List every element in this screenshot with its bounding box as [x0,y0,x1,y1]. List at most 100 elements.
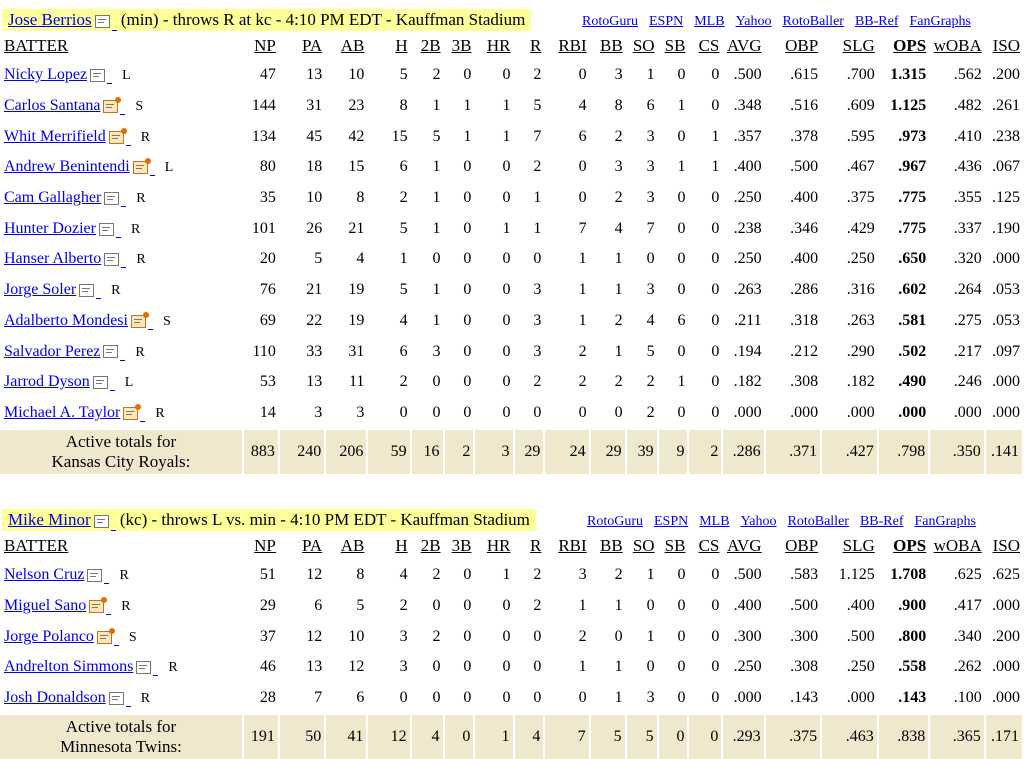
link-mlb[interactable]: MLB [699,514,730,529]
pitcher-name-link[interactable]: Jose Berrios [8,10,92,29]
news-notes-icon[interactable] [103,96,122,113]
column-header-2b[interactable]: 2B [420,36,441,55]
column-header-rbi[interactable]: RBI [558,36,587,55]
batter-name-link[interactable]: Hunter Dozier [4,219,96,237]
column-header-pa[interactable]: PA [302,36,323,55]
column-header-bb[interactable]: BB [599,536,623,555]
batter-name-link[interactable]: Adalberto Mondesi [4,311,128,329]
column-header-r[interactable]: R [530,36,542,55]
column-header-iso[interactable]: ISO [992,536,1020,555]
link-fangraphs[interactable]: FanGraphs [914,514,976,529]
column-header-bb[interactable]: BB [599,36,623,55]
column-header-np[interactable]: NP [254,536,276,555]
notes-icon[interactable] [94,14,110,28]
column-header-obp[interactable]: OBP [785,36,819,55]
column-header-so[interactable]: SO [632,36,655,55]
column-header-r[interactable]: R [530,536,542,555]
link-yahoo[interactable]: Yahoo [735,14,772,29]
batter-name-link[interactable]: Salvador Perez [4,342,101,360]
batter-name-link[interactable]: Hanser Alberto [4,250,102,268]
column-header-batter[interactable]: BATTER [4,536,69,555]
batter-name-link[interactable]: Andrew Benintendi [4,158,130,176]
notes-icon[interactable] [136,661,152,675]
batter-name-link[interactable]: Michael A. Taylor [4,403,121,421]
column-header-3b[interactable]: 3B [451,36,472,55]
column-header-h[interactable]: H [395,36,408,55]
batter-name-link[interactable]: Jorge Soler [4,281,77,299]
stat-r: 0 [533,627,542,645]
column-header-woba[interactable]: wOBA [933,536,982,555]
notes-icon[interactable] [92,376,108,390]
column-header-3b[interactable]: 3B [451,536,472,555]
column-header-cs[interactable]: CS [698,536,720,555]
link-rotoballer[interactable]: RotoBaller [787,514,849,529]
column-header-sb[interactable]: SB [664,36,686,55]
stat-pa: 21 [306,281,323,299]
pitcher-name-link[interactable]: Mike Minor [8,510,91,529]
stat-woba: .100 [953,689,982,707]
batter-name-link[interactable]: Whit Merrifield [4,127,106,145]
stat-h: 8 [399,97,408,115]
batter-name-link[interactable]: Cam Gallagher [4,189,102,207]
column-header-batter[interactable]: BATTER [4,36,69,55]
column-header-ops[interactable]: OPS [893,536,927,555]
batter-name-link[interactable]: Josh Donaldson [4,689,106,707]
link-fangraphs[interactable]: FanGraphs [909,14,971,29]
column-header-obp[interactable]: OBP [785,536,819,555]
batter-name-link[interactable]: Andrelton Simmons [4,658,134,676]
column-header-avg[interactable]: AVG [726,536,762,555]
column-header-slg[interactable]: SLG [842,536,875,555]
column-header-iso[interactable]: ISO [992,36,1020,55]
link-rotoguru[interactable]: RotoGuru [582,14,638,29]
batter-name-link[interactable]: Jorge Polanco [4,627,94,645]
column-header-ops[interactable]: OPS [893,36,927,55]
notes-icon[interactable] [79,283,95,297]
column-header-woba[interactable]: wOBA [933,36,982,55]
notes-icon[interactable] [87,569,103,583]
column-header-ab[interactable]: AB [340,36,365,55]
link-bbref[interactable]: BB-Ref [854,14,899,29]
notes-icon[interactable] [98,222,114,236]
column-header-slg[interactable]: SLG [842,36,875,55]
link-rotoguru[interactable]: RotoGuru [587,514,643,529]
news-notes-icon[interactable] [89,596,108,613]
column-header-hr[interactable]: HR [486,36,511,55]
news-notes-icon[interactable] [132,158,151,175]
link-espn[interactable]: ESPN [654,514,689,529]
news-notes-icon[interactable] [96,627,115,644]
column-header-ab[interactable]: AB [340,536,365,555]
batter-cell: Nelson Cruz R [0,560,243,591]
column-header-sb[interactable]: SB [664,536,686,555]
column-header-cs[interactable]: CS [698,36,720,55]
stat-hr: 0 [502,597,511,615]
stat-so: 6 [646,97,655,115]
column-header-2b[interactable]: 2B [420,536,441,555]
notes-icon[interactable] [104,191,120,205]
link-espn[interactable]: ESPN [649,14,684,29]
notes-icon[interactable] [108,691,124,705]
column-header-pa[interactable]: PA [302,536,323,555]
stat-h: 1 [399,250,408,268]
notes-icon[interactable] [93,514,109,528]
column-header-hr[interactable]: HR [486,536,511,555]
column-header-h[interactable]: H [395,536,408,555]
notes-icon[interactable] [90,69,106,83]
batter-name-link[interactable]: Nelson Cruz [4,566,85,584]
column-header-avg[interactable]: AVG [726,36,762,55]
column-header-rbi[interactable]: RBI [558,536,587,555]
notes-icon[interactable] [104,253,120,267]
link-mlb[interactable]: MLB [694,14,725,29]
news-notes-icon[interactable] [123,403,142,420]
column-header-so[interactable]: SO [632,536,655,555]
news-notes-icon[interactable] [108,127,127,144]
news-notes-icon[interactable] [130,311,149,328]
batter-name-link[interactable]: Carlos Santana [4,97,101,115]
link-bbref[interactable]: BB-Ref [859,514,904,529]
column-header-np[interactable]: NP [254,36,276,55]
link-yahoo[interactable]: Yahoo [740,514,777,529]
batter-name-link[interactable]: Nicky Lopez [4,66,88,84]
notes-icon[interactable] [103,345,119,359]
batter-name-link[interactable]: Jarrod Dyson [4,373,90,391]
link-rotoballer[interactable]: RotoBaller [782,14,844,29]
batter-name-link[interactable]: Miguel Sano [4,597,87,615]
